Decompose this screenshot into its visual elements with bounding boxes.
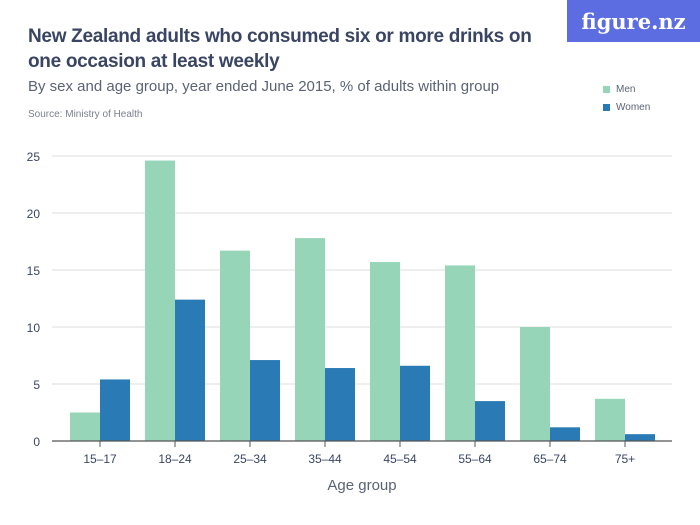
x-tick-label: 55–64 xyxy=(458,452,492,466)
chart-subtitle: By sex and age group, year ended June 20… xyxy=(28,78,500,95)
legend-women: Women xyxy=(603,102,650,113)
bar-men xyxy=(145,160,175,441)
bar-men xyxy=(520,327,550,441)
bar-women xyxy=(550,427,580,441)
legend-swatch-women xyxy=(603,104,610,111)
y-tick-label: 0 xyxy=(33,435,40,449)
bar-men xyxy=(220,250,250,441)
x-tick-label: 75+ xyxy=(615,452,635,466)
y-tick-label: 15 xyxy=(27,264,41,278)
x-tick-label: 18–24 xyxy=(158,452,192,466)
x-tick-label: 35–44 xyxy=(308,452,342,466)
bar-women xyxy=(400,365,430,441)
y-tick-label: 25 xyxy=(27,150,41,164)
x-tick-label: 65–74 xyxy=(533,452,567,466)
bar-men xyxy=(295,238,325,441)
legend-label-women: Women xyxy=(616,102,651,113)
bar-men xyxy=(595,398,625,441)
bar-women xyxy=(250,360,280,441)
figure-nz-logo[interactable]: figure.nz xyxy=(567,0,700,42)
chart-title: New Zealand adults who consumed six or m… xyxy=(28,26,532,72)
bar-men xyxy=(445,265,475,441)
bar-women xyxy=(325,368,355,441)
chart-source: Source: Ministry of Health xyxy=(28,109,143,120)
legend-swatch-men xyxy=(603,86,610,93)
x-tick-label: 25–34 xyxy=(233,452,267,466)
y-tick-label: 5 xyxy=(33,378,40,392)
bar-women xyxy=(625,434,655,441)
bar-women xyxy=(100,379,130,441)
x-tick-label: 45–54 xyxy=(383,452,417,466)
y-tick-label: 10 xyxy=(27,321,41,335)
x-tick-label: 15–17 xyxy=(83,452,117,466)
y-tick-label: 20 xyxy=(27,207,41,221)
bar-women xyxy=(475,401,505,441)
bar-women xyxy=(175,299,205,441)
legend-men: Men xyxy=(603,84,635,95)
bar-men xyxy=(70,412,100,441)
legend-label-men: Men xyxy=(616,84,636,95)
bar-men xyxy=(370,262,400,441)
x-axis-label: Age group xyxy=(327,477,396,494)
